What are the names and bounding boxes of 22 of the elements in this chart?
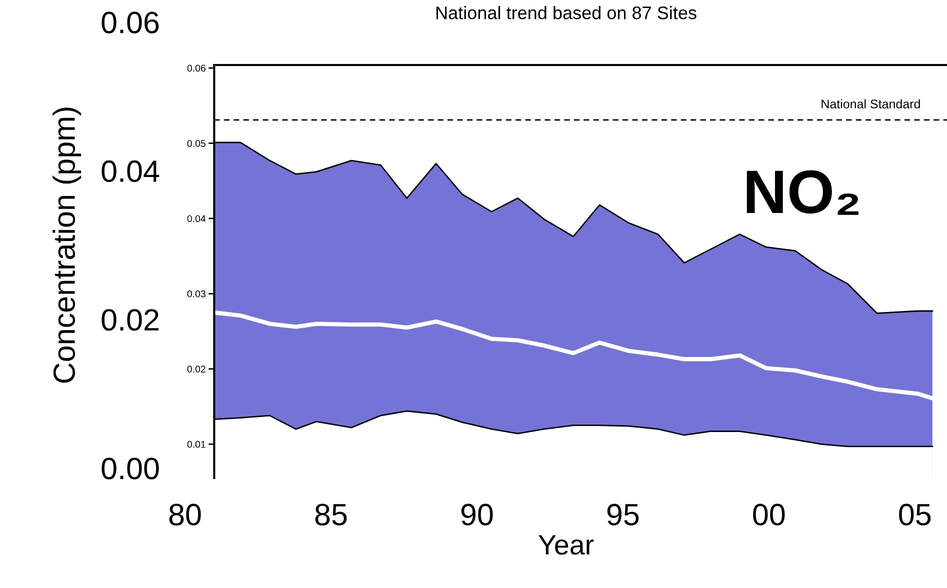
- x-tick-label: 95: [607, 504, 639, 526]
- y-tick-label: 0.05: [187, 140, 206, 147]
- ref-line-label: National Standard: [822, 99, 920, 108]
- y2-tick-label: 0.04: [102, 160, 160, 182]
- y-tick-label: 0.06: [187, 64, 206, 72]
- y2-tick-label: 0.00: [102, 458, 159, 480]
- y-tick-label: 0.01: [187, 440, 206, 448]
- x-axis-title: Year: [538, 535, 594, 555]
- annotation: NO₂: [746, 170, 858, 215]
- line-series: [212, 310, 934, 400]
- x-tick-label: 00: [753, 504, 785, 526]
- y-tick-label: 0.04: [187, 215, 206, 222]
- x-tick-label: 85: [315, 504, 347, 526]
- y-tick-label: 0.02: [187, 366, 206, 373]
- y-tick-label: 0.03: [187, 290, 206, 298]
- chart-title: National trend based on 87 Sites: [436, 6, 696, 20]
- y2-axis-title: Concentration (ppm): [52, 108, 82, 383]
- x-tick-label: 80: [169, 504, 201, 526]
- x-tick-label: 05: [899, 504, 931, 526]
- y2-tick-label: 0.06: [102, 12, 159, 34]
- y2-tick-label: 0.02: [102, 309, 158, 331]
- x-tick-label: 90: [461, 504, 493, 526]
